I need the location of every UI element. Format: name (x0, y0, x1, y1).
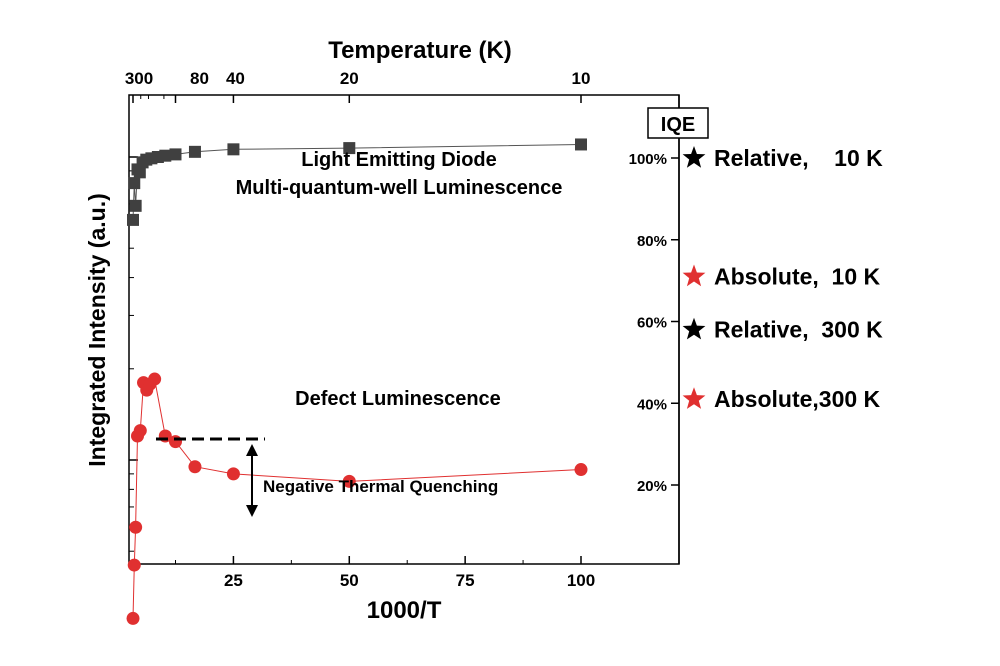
data-point-square (127, 213, 139, 226)
x-tick-label: 75 (456, 571, 475, 590)
legend: Relative, 10 K Absolute, 10 K Relative, 30… (682, 145, 883, 412)
data-point-circle (148, 372, 162, 386)
iqe-tick-label: 80% (637, 233, 667, 250)
iqe-tick-label: 40% (637, 396, 667, 413)
data-point-square (343, 142, 356, 155)
iqe-axis-ticks: 20% 40% 60% 80% 100% (629, 151, 679, 495)
top-tick-label: 300 (125, 69, 153, 88)
data-point-square (575, 138, 587, 151)
data-point-circle (342, 474, 356, 488)
data-point-circle (574, 463, 588, 477)
top-tick-label: 80 (190, 69, 209, 88)
legend-label: Absolute,300 K (714, 386, 881, 412)
iqe-label-box (647, 107, 709, 139)
x-tick-label: 25 (224, 571, 243, 590)
legend-star-icon (682, 387, 706, 409)
top-tick-label: 10 (572, 69, 591, 88)
series-points-led (127, 138, 587, 226)
legend-label: Relative, 10 K (714, 145, 883, 171)
data-point-square (129, 199, 142, 212)
data-point-circle (188, 460, 202, 474)
annotation-led-line2: Multi-quantum-well Luminescence (236, 177, 563, 199)
series-points-defect (126, 372, 588, 625)
legend-star-icon (682, 146, 706, 168)
legend-label: Relative, 300 K (714, 317, 883, 343)
data-point-square (227, 143, 240, 156)
data-point-circle (129, 520, 143, 534)
top-tick-label: 20 (340, 69, 359, 88)
iqe-tick-label: 100% (629, 151, 667, 168)
annotation-defect: Defect Luminescence (295, 388, 501, 410)
iqe-tick-label: 60% (637, 315, 667, 332)
data-point-square (188, 145, 201, 158)
data-point-circle (168, 435, 182, 449)
data-point-square (133, 166, 146, 179)
quenching-arrow-head-down (246, 505, 258, 517)
data-point-circle (133, 424, 147, 438)
top-tick-label: 40 (226, 69, 245, 88)
data-point-square (159, 149, 172, 162)
data-point-square (128, 177, 141, 190)
annotation-quenching: Negative Thermal Quenching (263, 477, 498, 496)
x-axis-title: 1000/T (367, 597, 442, 624)
annotation-led-line1: Light Emitting Diode (301, 149, 497, 171)
x-tick-label: 50 (340, 571, 359, 590)
iqe-label: IQE (661, 114, 695, 136)
data-point-circle (226, 467, 240, 481)
y-axis-title: Integrated Intensity (a.u.) (84, 193, 110, 466)
data-point-circle (126, 611, 140, 625)
top-axis-title: Temperature (K) (328, 37, 512, 64)
x-axis-ticks: 25 50 75 100 (174, 556, 595, 590)
iqe-tick-label: 20% (637, 478, 667, 495)
legend-label: Absolute, 10 K (714, 264, 881, 290)
legend-star-icon (682, 264, 706, 287)
top-axis-ticks: 300 80 40 20 10 (125, 69, 591, 103)
legend-star-icon (682, 317, 706, 340)
x-tick-label: 100 (567, 571, 595, 590)
data-point-circle (127, 558, 141, 572)
quenching-arrow-head-up (246, 444, 258, 456)
data-point-square (169, 148, 182, 161)
